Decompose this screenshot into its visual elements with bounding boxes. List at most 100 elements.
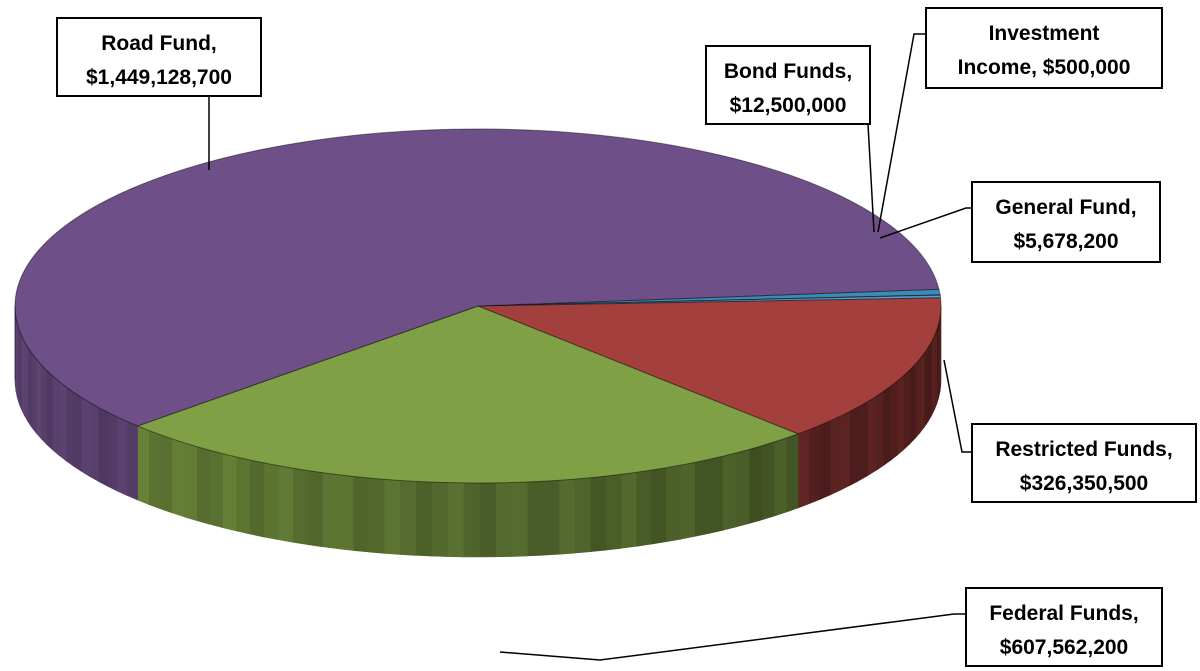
pie-side-federal-funds: [463, 482, 480, 558]
pie-side-restricted-funds: [903, 369, 910, 451]
pie-side-restricted-funds: [897, 374, 905, 456]
pie-side-federal-funds: [249, 459, 265, 538]
pie-side-restricted-funds: [934, 329, 938, 410]
pie-side-road-fund: [21, 335, 25, 416]
pie-side-restricted-funds: [875, 391, 884, 472]
pie-slice-federal-funds: [136, 305, 800, 484]
pie-side-road-fund: [40, 364, 48, 446]
callout-road-fund: Road Fund, $1,449,128,700: [56, 17, 262, 170]
pie-side-road-fund: [58, 380, 67, 462]
callout-value-restricted-funds: $326,350,500: [1020, 472, 1148, 495]
pie-side-federal-funds: [605, 474, 622, 551]
callout-federal-funds: Federal Funds, $607,562,200: [499, 587, 1163, 667]
pie-side-federal-funds: [337, 474, 354, 551]
pie-side-federal-funds: [235, 456, 251, 535]
callout-bond-funds: Bond Funds, $12,500,000: [705, 45, 875, 233]
pie-side-restricted-funds: [866, 396, 876, 477]
pie-side-road-fund: [46, 369, 53, 451]
pie-side-road-fund: [31, 352, 37, 434]
pie-side-road-fund: [73, 391, 82, 472]
pie-side-federal-funds: [589, 475, 607, 553]
pie-side-restricted-funds: [890, 380, 898, 461]
pie-side-restricted-funds: [909, 363, 916, 445]
callout-layer: Road Fund, $1,449,128,700 Bond Funds, $1…: [56, 7, 1197, 667]
pie-side-road-fund: [24, 340, 29, 423]
pie-side-road-fund: [126, 421, 138, 501]
callout-value-federal-funds: $607,562,200: [1000, 636, 1128, 659]
pie-top-layer: [14, 128, 942, 484]
pie-side-road-fund: [80, 396, 90, 477]
pie-side-federal-funds: [735, 449, 750, 528]
pie-side-restricted-funds: [919, 352, 925, 434]
pie-side-road-fund: [116, 416, 128, 496]
pie-side-road-fund: [97, 406, 108, 487]
pie-side-federal-funds: [183, 442, 197, 521]
pie-side-road-fund: [65, 386, 74, 467]
pie-side-federal-funds: [773, 437, 787, 517]
callout-box-investment-income: [925, 7, 1163, 89]
pie-side-federal-funds: [171, 438, 185, 518]
pie-side-federal-funds: [495, 482, 512, 558]
pie-side-federal-funds: [263, 462, 279, 541]
pie-side-federal-funds: [148, 429, 161, 510]
pie-side-restricted-funds: [931, 335, 935, 416]
callout-box-restricted-funds: [971, 423, 1197, 503]
pie-side-road-fund: [107, 411, 118, 492]
pie-side-restricted-funds: [819, 420, 831, 500]
pie-side-restricted-funds: [927, 340, 932, 423]
pie-side-restricted-funds: [797, 429, 810, 509]
pie-side-federal-funds: [352, 476, 369, 553]
pie-side-road-fund: [27, 346, 33, 429]
pie-side-federal-funds: [620, 472, 637, 549]
callout-value-general-fund: $5,678,200: [1013, 230, 1118, 253]
callout-investment-income: Investment Income, $500,000: [877, 7, 1163, 233]
pie-side-federal-funds: [196, 446, 210, 525]
pie-side-federal-funds: [635, 469, 652, 547]
pie-slice-general-fund: [477, 294, 942, 307]
callout-general-fund: General Fund, $5,678,200: [879, 181, 1161, 263]
callout-value-bond-funds: $12,500,000: [730, 94, 847, 117]
pie-side-federal-funds: [277, 465, 294, 543]
pie-side-federal-funds: [722, 452, 737, 531]
callout-label-investment-income: Investment: [989, 22, 1100, 45]
pie-side-federal-funds: [761, 441, 775, 521]
callout-label-federal-funds: Federal Funds,: [989, 602, 1138, 625]
callout-label-general-fund: General Fund,: [995, 196, 1136, 219]
callout-value-investment-income: Income, $500,000: [958, 56, 1131, 79]
pie-side-restricted-funds: [808, 424, 821, 505]
leader-line-bond-funds: [867, 123, 875, 233]
leader-line-restricted-funds: [943, 359, 972, 453]
pie-side-federal-funds: [399, 480, 416, 556]
leader-line-general-fund: [879, 207, 972, 239]
leader-line-federal-funds: [499, 613, 966, 661]
leader-line-investment-income: [877, 33, 926, 233]
pie-side-federal-funds: [368, 477, 385, 554]
pie-side-federal-funds: [665, 464, 681, 543]
pie-side-federal-funds: [307, 470, 323, 548]
pie-side-federal-funds: [694, 459, 709, 537]
pie-side-restricted-funds: [829, 415, 841, 496]
pie-side-federal-funds: [708, 455, 723, 534]
pie-side-federal-funds: [137, 425, 149, 505]
pie-side-federal-funds: [650, 467, 667, 545]
pie-side-federal-funds: [292, 467, 308, 545]
pie-side-federal-funds: [680, 462, 695, 540]
pie-side-federal-funds: [786, 433, 799, 513]
callout-box-bond-funds: [705, 45, 871, 125]
callout-value-road-fund: $1,449,128,700: [86, 66, 232, 89]
pie-side-federal-funds: [748, 445, 763, 524]
pie-slice-restricted-funds: [477, 297, 942, 435]
pie-slice-road-fund: [14, 128, 940, 427]
pie-side-road-fund: [89, 401, 99, 482]
pie-side-federal-funds: [542, 479, 560, 556]
pie-side-federal-funds: [574, 477, 591, 554]
pie-side-federal-funds: [447, 482, 464, 558]
pie-side-federal-funds: [322, 472, 338, 550]
callout-box-general-fund: [971, 181, 1161, 263]
pie-side-federal-funds: [222, 453, 237, 532]
pie-side-federal-funds: [383, 478, 401, 555]
pie-side-federal-funds: [209, 449, 223, 529]
callout-box-federal-funds: [965, 587, 1163, 667]
callout-label-bond-funds: Bond Funds,: [724, 60, 852, 83]
